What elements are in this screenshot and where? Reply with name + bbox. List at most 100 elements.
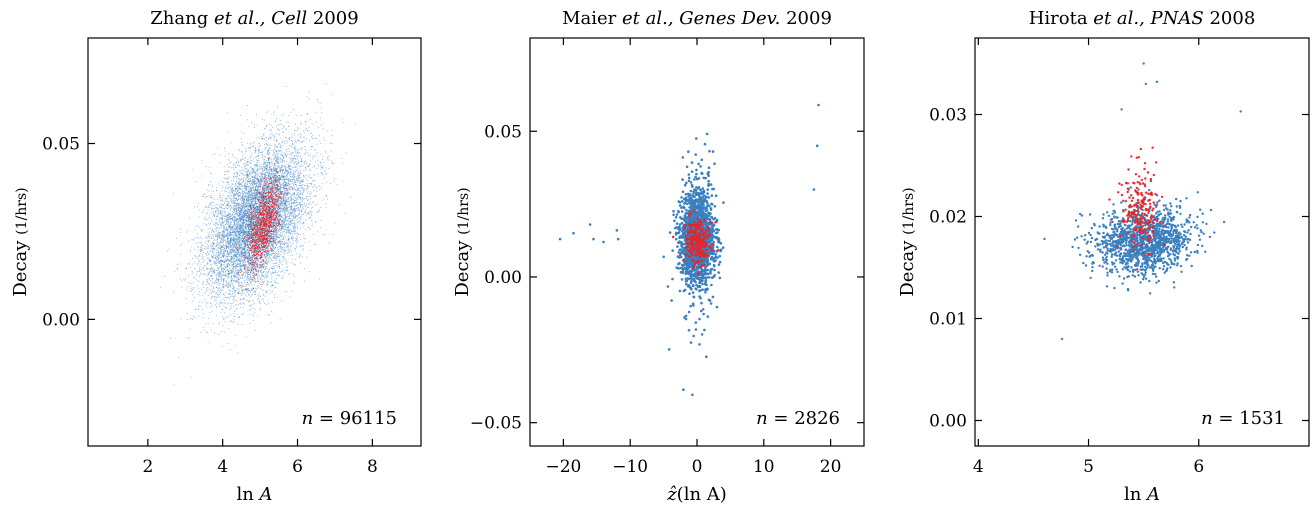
- data-point: [228, 211, 230, 213]
- data-point: [242, 177, 245, 179]
- data-point: [266, 124, 268, 126]
- data-point: [202, 257, 204, 259]
- data-point: [205, 240, 207, 242]
- data-point: [286, 210, 288, 212]
- data-point: [240, 234, 242, 237]
- data-point: [241, 243, 243, 245]
- data-point: [242, 262, 244, 264]
- data-point: [293, 282, 296, 284]
- data-point: [207, 205, 209, 207]
- data-point: [192, 318, 194, 320]
- data-point: [259, 169, 261, 171]
- data-point: [277, 237, 279, 239]
- data-point: [278, 177, 280, 179]
- data-point: [267, 165, 269, 167]
- data-point: [228, 309, 230, 311]
- data-point: [226, 276, 228, 278]
- data-point: [294, 182, 296, 184]
- data-point: [299, 254, 301, 257]
- data-point: [254, 152, 256, 154]
- data-point: [270, 259, 272, 261]
- data-point: [246, 247, 248, 249]
- data-point: [273, 210, 275, 212]
- data-point: [235, 304, 237, 306]
- data-point: [251, 155, 253, 157]
- data-point: [296, 157, 299, 160]
- data-point: [298, 160, 300, 162]
- data-point: [270, 137, 272, 139]
- data-point: [223, 228, 226, 230]
- data-point: [256, 285, 258, 287]
- data-point: [235, 263, 237, 265]
- data-point: [268, 256, 270, 258]
- data-point: [292, 194, 294, 196]
- data-point: [281, 181, 283, 183]
- data-point: [292, 201, 294, 204]
- data-point: [279, 212, 281, 215]
- data-point: [257, 295, 260, 297]
- data-point: [276, 126, 278, 128]
- data-point: [220, 203, 222, 205]
- data-point: [242, 273, 244, 275]
- data-point: [302, 194, 304, 196]
- data-point: [226, 200, 228, 202]
- data-point: [236, 251, 239, 253]
- data-point: [262, 154, 264, 156]
- data-point: [227, 183, 229, 185]
- data-point: [205, 196, 207, 198]
- data-point: [227, 245, 230, 247]
- data-point: [287, 163, 289, 165]
- data-point: [291, 221, 293, 223]
- data-point: [211, 212, 213, 214]
- data-point: [275, 153, 277, 155]
- data-point: [251, 267, 253, 269]
- data-point: [239, 268, 241, 270]
- data-point: [265, 143, 267, 145]
- data-point: [245, 180, 247, 182]
- data-point: [216, 275, 218, 277]
- data-point: [301, 211, 303, 213]
- data-point: [221, 185, 223, 187]
- data-point: [220, 278, 222, 280]
- data-point: [241, 131, 243, 133]
- data-point: [332, 233, 334, 235]
- data-point: [203, 283, 205, 285]
- data-point: [246, 265, 249, 267]
- data-point: [291, 220, 293, 222]
- data-point: [207, 341, 209, 343]
- data-point: [263, 159, 265, 161]
- data-point: [224, 220, 226, 222]
- data-point: [282, 205, 284, 207]
- data-point: [280, 271, 282, 273]
- data-point: [215, 252, 217, 254]
- data-point: [310, 198, 312, 200]
- data-point: [274, 252, 276, 255]
- data-point: [238, 187, 240, 189]
- data-point: [229, 186, 231, 188]
- data-point: [253, 182, 255, 184]
- data-point: [283, 228, 285, 230]
- data-point: [218, 203, 220, 206]
- data-point: [178, 356, 180, 358]
- data-point: [299, 223, 301, 225]
- data-point: [278, 219, 280, 221]
- data-point: [212, 263, 214, 265]
- data-point: [263, 256, 265, 259]
- data-point: [257, 298, 260, 300]
- data-point: [227, 316, 229, 318]
- data-point: [217, 272, 219, 274]
- data-point: [243, 187, 245, 189]
- data-point: [238, 269, 240, 271]
- data-point: [320, 168, 322, 170]
- data-point: [234, 194, 236, 196]
- data-point: [261, 172, 263, 174]
- data-point: [251, 122, 253, 124]
- data-point: [254, 167, 256, 169]
- data-point: [272, 244, 275, 246]
- data-point: [239, 285, 241, 288]
- data-point: [190, 287, 192, 289]
- data-point: [246, 176, 248, 178]
- data-point: [233, 257, 235, 259]
- data-point: [295, 129, 297, 131]
- data-point: [238, 170, 240, 172]
